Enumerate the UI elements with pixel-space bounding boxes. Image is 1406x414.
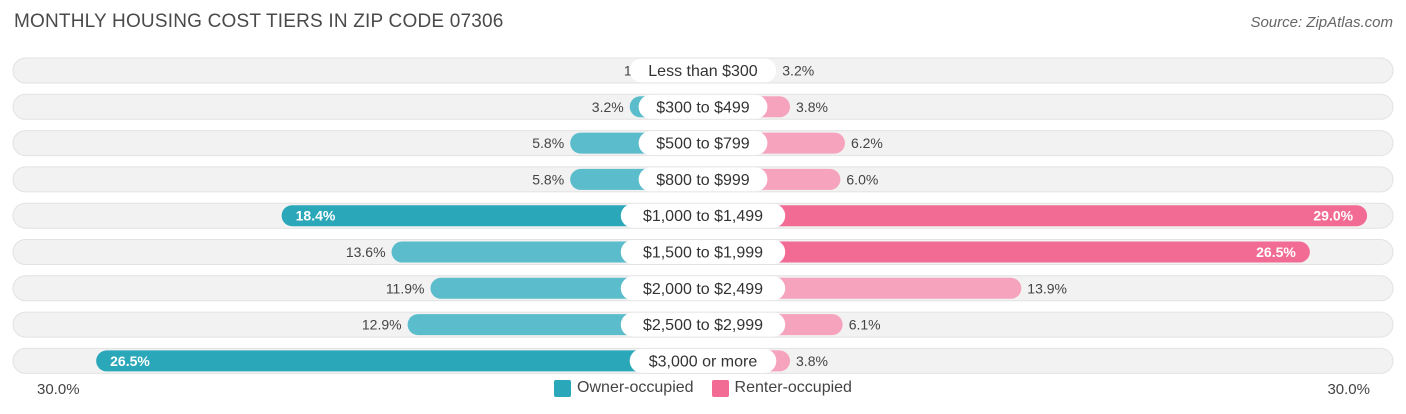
- category-pill: [638, 94, 768, 119]
- category-pill: [620, 312, 786, 337]
- legend: Owner-occupied Renter-occupied: [0, 379, 1406, 397]
- bar-row: 12.9% 6.1% $2,500 to $2,999: [12, 311, 1394, 338]
- category-label: $3,000 or more: [649, 353, 758, 370]
- value-label-owner: 11.9%: [386, 280, 425, 296]
- bar-owner: [96, 350, 703, 372]
- bar-row: 26.5% 3.8% $3,000 or more: [12, 347, 1394, 374]
- value-label-owner: 3.2%: [592, 99, 624, 115]
- category-label: Less than $300: [648, 63, 758, 80]
- legend-swatch-owner: [554, 379, 572, 397]
- value-label-renter: 29.0%: [1313, 208, 1353, 224]
- bar-row: 3.2% 3.8% $300 to $499: [12, 93, 1394, 120]
- axis-right-label: 30.0%: [1327, 381, 1370, 398]
- value-label-renter: 3.8%: [796, 99, 828, 115]
- category-pill: [620, 276, 786, 301]
- bar-row: 13.6% 26.5% $1,500 to $1,999: [12, 239, 1394, 265]
- value-label-owner: 13.6%: [346, 244, 386, 260]
- category-pill: [638, 131, 768, 156]
- category-pill: [638, 167, 768, 192]
- value-label-renter: 3.8%: [796, 353, 828, 369]
- bar-owner: [281, 205, 703, 227]
- bar-row: 5.8% 6.0% $800 to $999: [12, 166, 1394, 193]
- category-label: $800 to $999: [656, 172, 750, 189]
- value-label-renter: 6.0%: [846, 171, 878, 187]
- value-label-owner: 12.9%: [362, 317, 402, 333]
- bar-row: 18.4% 29.0% $1,000 to $1,499: [12, 202, 1394, 229]
- category-pill: [620, 203, 786, 228]
- category-label: $2,000 to $2,499: [643, 281, 763, 298]
- bar-renter: [703, 205, 1368, 227]
- value-label-renter: 3.2%: [782, 63, 814, 79]
- category-pill: [629, 58, 777, 83]
- bar-renter: [703, 241, 1310, 263]
- bar-row: 5.8% 6.2% $500 to $799: [12, 130, 1394, 157]
- value-label-owner: 5.8%: [532, 135, 564, 151]
- chart-source: Source: ZipAtlas.com: [1250, 14, 1393, 31]
- value-label-owner: 26.5%: [110, 353, 150, 369]
- legend-item-owner[interactable]: Owner-occupied: [554, 379, 694, 397]
- value-label-renter: 6.2%: [851, 135, 883, 151]
- value-label-renter: 13.9%: [1027, 280, 1067, 296]
- category-label: $1,000 to $1,499: [643, 208, 763, 225]
- chart-title: MONTHLY HOUSING COST TIERS IN ZIP CODE 0…: [14, 11, 504, 32]
- category-pill: [629, 348, 777, 373]
- value-label-renter: 26.5%: [1256, 244, 1296, 260]
- bar-row: 11.9% 13.9% $2,000 to $2,499: [12, 275, 1394, 302]
- legend-label-renter: Renter-occupied: [734, 379, 852, 396]
- bar-row: 1.8%3.2%Less than $300: [12, 57, 1394, 84]
- legend-label-owner: Owner-occupied: [577, 379, 694, 396]
- category-label: $2,500 to $2,999: [643, 317, 763, 334]
- value-label-owner: 18.4%: [296, 208, 336, 224]
- category-label: $1,500 to $1,999: [643, 245, 763, 262]
- category-label: $500 to $799: [656, 136, 750, 153]
- axis-left-label: 30.0%: [37, 381, 80, 398]
- value-label-renter: 6.1%: [849, 317, 881, 333]
- legend-item-renter[interactable]: Renter-occupied: [711, 379, 852, 397]
- category-pill: [620, 240, 786, 264]
- category-label: $300 to $499: [656, 99, 750, 116]
- legend-swatch-renter: [711, 379, 729, 397]
- value-label-owner: 5.8%: [532, 171, 564, 187]
